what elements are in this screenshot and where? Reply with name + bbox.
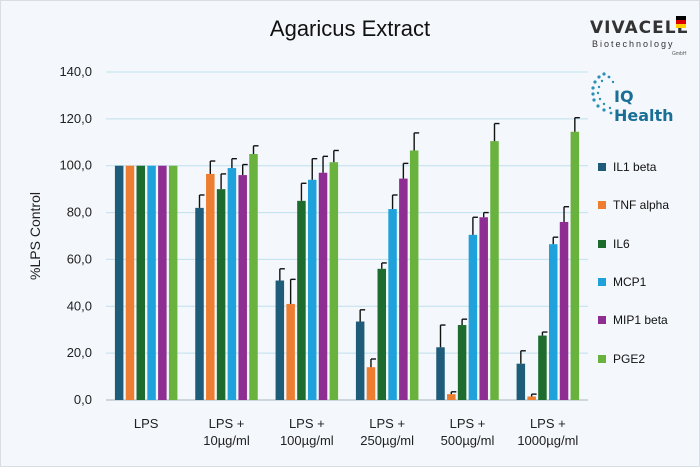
bar bbox=[366, 367, 376, 400]
bar bbox=[490, 141, 499, 400]
bar bbox=[468, 234, 478, 400]
bar bbox=[275, 280, 285, 400]
y-tick-label: 0,0 bbox=[74, 392, 92, 407]
bar bbox=[377, 268, 387, 400]
x-tick-label: LPS + bbox=[450, 416, 486, 431]
bar bbox=[147, 165, 156, 400]
bar bbox=[216, 189, 226, 400]
bar bbox=[136, 165, 146, 400]
bar bbox=[570, 131, 580, 400]
x-tick-label: LPS + bbox=[369, 416, 405, 431]
legend-item: IL6 bbox=[598, 237, 630, 251]
legend-label: MIP1 beta bbox=[613, 313, 668, 328]
bar bbox=[307, 179, 317, 400]
y-tick-label: 140,0 bbox=[59, 64, 92, 79]
vivacell-logo-gmbh: GmbH bbox=[672, 51, 687, 57]
bar bbox=[538, 335, 547, 400]
iq-health-logo-text: IQ Health bbox=[614, 87, 674, 125]
bar bbox=[125, 165, 135, 400]
bar bbox=[206, 173, 215, 400]
bar bbox=[479, 217, 488, 400]
bar bbox=[227, 168, 237, 400]
x-tick-label: 250µg/ml bbox=[360, 433, 414, 448]
legend-swatch bbox=[598, 316, 606, 325]
bar bbox=[559, 221, 569, 400]
legend-label: MCP1 bbox=[613, 274, 647, 289]
x-tick-label: 500µg/ml bbox=[441, 433, 495, 448]
bar bbox=[286, 303, 295, 400]
legend-item: TNF alpha bbox=[598, 198, 669, 212]
bar bbox=[318, 172, 328, 400]
legend-swatch bbox=[598, 277, 606, 286]
bar bbox=[388, 209, 397, 400]
y-tick-label: 100,0 bbox=[59, 158, 92, 173]
x-tick-label: LPS + bbox=[289, 416, 325, 431]
x-tick-label: LPS + bbox=[530, 416, 566, 431]
vivacell-logo-subtext: Biotechnology bbox=[592, 39, 675, 49]
vivacell-logo-text: VIVACELL bbox=[590, 18, 689, 38]
legend-item: MCP1 bbox=[598, 275, 646, 289]
legend-label: IL1 beta bbox=[613, 160, 657, 174]
y-tick-label: 60,0 bbox=[67, 251, 92, 266]
legend-swatch bbox=[598, 163, 606, 171]
chart-title: Agaricus Extract bbox=[269, 16, 431, 41]
y-tick-label: 80,0 bbox=[67, 205, 92, 220]
iq-dots-icon bbox=[591, 72, 615, 115]
legend-item: PGE2 bbox=[598, 352, 645, 366]
legend-item: MIP1 beta bbox=[598, 313, 668, 327]
y-axis-label: %LPS Control bbox=[27, 192, 43, 280]
bar bbox=[329, 162, 339, 400]
legend-label: TNF alpha bbox=[613, 198, 670, 213]
bar bbox=[195, 207, 204, 400]
x-tick-label: 1000µg/ml bbox=[517, 433, 578, 448]
bar bbox=[114, 165, 124, 400]
legend-label: PGE2 bbox=[613, 351, 646, 366]
iq-health-logo: IQ Health bbox=[590, 68, 695, 125]
bar bbox=[516, 363, 526, 400]
bar bbox=[158, 165, 167, 400]
x-tick-label: 100µg/ml bbox=[280, 433, 334, 448]
bar bbox=[355, 321, 365, 400]
x-tick-label: LPS bbox=[134, 416, 159, 431]
bar bbox=[436, 347, 445, 400]
bar bbox=[399, 178, 408, 400]
bar bbox=[249, 154, 258, 400]
bar bbox=[447, 394, 456, 400]
bar bbox=[297, 200, 306, 400]
vivacell-logo: VIVACELL Biotechnology GmbH bbox=[590, 14, 695, 62]
legend-swatch bbox=[598, 201, 606, 210]
legend-item: IL1 beta bbox=[598, 160, 656, 174]
x-tick-label: 10µg/ml bbox=[203, 433, 250, 448]
bar bbox=[409, 150, 419, 400]
y-tick-label: 40,0 bbox=[67, 298, 92, 313]
bar bbox=[168, 165, 178, 400]
legend-swatch bbox=[598, 239, 606, 248]
german-flag-icon bbox=[676, 16, 686, 28]
bar bbox=[238, 175, 247, 400]
bar bbox=[457, 325, 467, 400]
bar bbox=[548, 244, 558, 400]
x-tick-label: LPS + bbox=[209, 416, 245, 431]
bar bbox=[527, 396, 536, 400]
legend-swatch bbox=[598, 354, 606, 363]
y-tick-label: 120,0 bbox=[59, 111, 92, 126]
legend-label: IL6 bbox=[613, 236, 630, 251]
y-tick-label: 20,0 bbox=[67, 345, 92, 360]
